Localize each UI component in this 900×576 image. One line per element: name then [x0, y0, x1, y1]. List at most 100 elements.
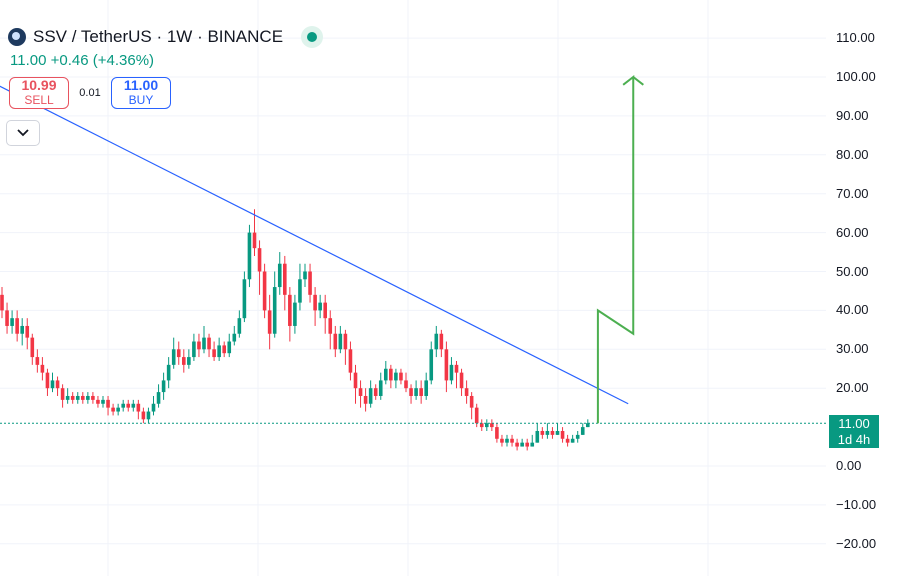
candle [65, 388, 70, 404]
candle [267, 294, 272, 350]
candle [70, 392, 75, 404]
candle [126, 399, 131, 412]
price-axis-tick-label: 30.00 [836, 341, 869, 357]
candle [520, 438, 524, 447]
candle [429, 341, 434, 385]
candle [96, 395, 100, 408]
candle [25, 318, 30, 350]
candle [570, 434, 575, 443]
candle [353, 364, 358, 404]
candle [166, 357, 171, 389]
candle [207, 333, 211, 358]
candle [15, 310, 19, 342]
candle [348, 341, 353, 381]
candle [106, 395, 110, 416]
price-axis-tick-label: 50.00 [836, 263, 869, 279]
bar-countdown: 1d 4h [837, 432, 871, 447]
chart-grid [0, 0, 826, 576]
candle [358, 380, 363, 408]
candle [303, 263, 307, 288]
candle [434, 325, 439, 358]
live-status-dot-icon [307, 32, 318, 42]
candle [30, 333, 35, 365]
candle [404, 372, 408, 393]
candle [232, 325, 237, 346]
candle [373, 384, 378, 400]
candle [318, 294, 322, 319]
candle [247, 224, 252, 288]
candle [141, 407, 146, 424]
candlestick-series [0, 209, 590, 451]
candle [75, 392, 80, 404]
candle [535, 423, 540, 443]
candle [424, 372, 428, 400]
chevron-down-icon [17, 129, 29, 137]
symbol-title[interactable]: SSV / TetherUS · 1W · BINANCE [33, 27, 284, 46]
buy-label: BUY [128, 93, 154, 107]
candle [555, 423, 560, 435]
candle [146, 407, 151, 424]
candle [197, 333, 201, 358]
candle [308, 263, 312, 303]
candle [86, 392, 90, 404]
candle [343, 329, 348, 365]
candle [485, 419, 489, 431]
sell-price: 10.99 [21, 77, 57, 93]
candle [252, 209, 257, 256]
candle [469, 392, 474, 420]
candle [540, 427, 545, 439]
candle [409, 384, 413, 404]
candle [262, 263, 267, 319]
last-price: 11.00 [10, 52, 47, 69]
candle [50, 372, 55, 393]
price-change-pct: (+4.36%) [92, 52, 155, 69]
candle [45, 368, 50, 396]
last-price-label: 11.00 1d 4h [829, 415, 879, 448]
candle [121, 399, 125, 412]
candle [560, 427, 565, 443]
candle [101, 395, 105, 408]
candle [293, 294, 297, 334]
candle [399, 368, 403, 385]
candle [257, 240, 262, 295]
buy-button[interactable]: 11.00 BUY [111, 77, 171, 109]
candle [111, 403, 115, 416]
candle [449, 357, 454, 385]
collapse-button[interactable] [6, 120, 40, 146]
candle [283, 255, 287, 311]
candle [459, 368, 464, 396]
candle [394, 368, 398, 389]
candle [116, 403, 120, 416]
candle [272, 271, 277, 338]
trendline-drawing[interactable] [0, 85, 629, 405]
projection-arrow-drawing[interactable] [596, 74, 644, 424]
candle [242, 271, 247, 323]
candle [222, 341, 226, 358]
candle [586, 419, 590, 428]
candle [389, 364, 393, 389]
candle [479, 419, 484, 431]
spread-value: 0.01 [79, 87, 101, 99]
price-axis-tick-label: 60.00 [836, 224, 869, 240]
candle [333, 325, 338, 358]
sell-label: SELL [24, 93, 54, 107]
sell-button[interactable]: 10.99 SELL [9, 77, 69, 109]
candle [81, 392, 85, 404]
candle [368, 380, 373, 408]
candle [40, 357, 45, 381]
candle [505, 434, 509, 447]
candle [439, 329, 444, 358]
candle [444, 341, 449, 393]
candle [55, 376, 60, 396]
candle [171, 337, 176, 369]
candle [500, 434, 504, 447]
candle [363, 388, 368, 412]
price-axis-tick-label: −20.00 [836, 535, 877, 551]
candle [91, 392, 95, 404]
market-status[interactable] [301, 26, 324, 48]
price-line: 11.00 +0.46 (+4.36%) [10, 52, 154, 69]
candle [338, 325, 343, 354]
price-axis-tick-label: 0.00 [836, 458, 862, 473]
candle [156, 384, 161, 408]
